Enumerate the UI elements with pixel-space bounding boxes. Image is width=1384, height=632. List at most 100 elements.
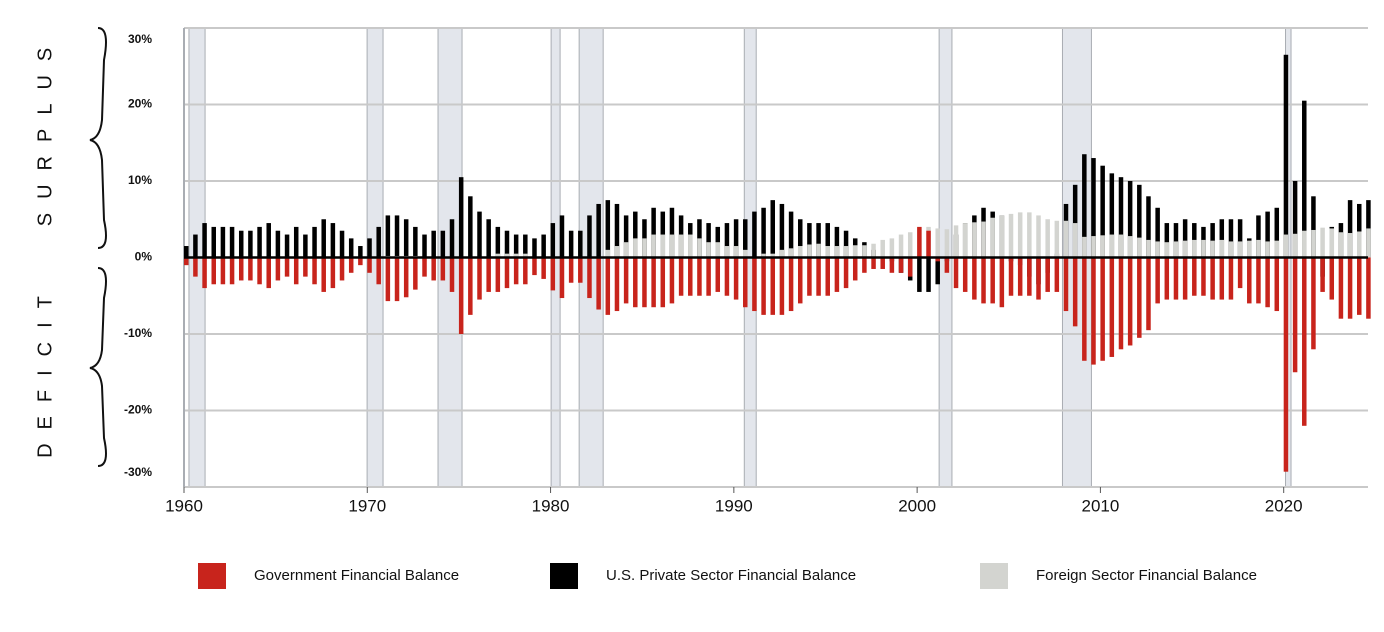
bar [761,257,766,315]
bar [1192,257,1197,296]
bar [413,226,418,258]
bar [468,257,473,315]
bar [348,238,354,258]
bar [1237,257,1243,289]
bar [1091,158,1096,258]
bar [293,257,299,285]
bar [834,246,840,258]
bar [303,234,308,258]
bar [394,215,400,258]
bar [889,238,895,258]
bar [633,238,638,258]
bar [1237,219,1243,258]
bar [706,242,711,258]
bar [284,257,290,277]
bar [917,226,922,258]
bar [587,215,592,258]
bar [1357,231,1362,258]
bar [1228,257,1234,300]
bar [1063,257,1069,312]
bar [1302,230,1307,258]
bar [541,234,546,258]
bar [220,257,226,285]
bar [1082,236,1087,258]
bar [1311,229,1316,258]
bar [376,257,381,285]
brace [89,27,107,249]
bar [513,234,519,258]
bar [788,211,794,258]
bar [385,257,391,302]
bar [981,221,986,258]
bar [825,246,830,258]
bar [1155,241,1160,258]
bar [1302,100,1307,258]
bar [596,203,601,258]
bar [1164,223,1170,258]
bar [880,239,885,258]
bar [1329,228,1335,258]
bar [1192,239,1197,258]
bar [184,257,189,266]
bar [275,257,281,281]
y-tick-label: 0% [135,250,153,264]
bar [907,257,913,277]
bar [797,246,803,258]
bar [477,257,482,300]
bar [523,253,528,258]
bar [944,257,950,273]
bar [926,257,931,292]
bar [550,223,556,258]
bar [550,257,556,291]
bar [999,215,1005,258]
bar [1118,257,1124,350]
bar [770,253,776,258]
bar [495,253,501,258]
bar [486,257,491,292]
bar [1347,200,1353,258]
bar [852,245,858,258]
bar [440,257,446,281]
bar [807,244,812,258]
legend-swatch [980,563,1008,589]
bar [605,257,611,315]
bar [1219,239,1225,258]
bar [688,234,693,258]
bar [367,238,372,258]
bar [935,228,940,258]
bar [816,243,821,258]
bar [1063,220,1069,258]
bar [999,257,1005,308]
bar [1247,257,1252,304]
bar [715,257,721,292]
y-tick-label: 20% [128,97,152,111]
bar [752,257,757,312]
bar [541,257,546,279]
bar [568,230,574,258]
bar [321,219,326,258]
bar [1137,237,1142,258]
bar [358,257,363,266]
bar [779,257,785,315]
bar [623,215,629,258]
bar [962,257,968,292]
x-tick-label: 1960 [165,496,203,515]
bar [898,234,904,258]
bar [770,200,776,258]
bar [403,219,409,258]
bar [257,257,262,285]
bar [724,257,730,296]
bar [303,257,308,277]
bar [1228,241,1234,258]
bar [1072,184,1078,258]
bar [944,229,950,258]
bar [330,223,336,258]
bar [1219,257,1225,300]
bar [724,223,730,258]
bar [1017,257,1023,296]
bar [1127,236,1133,258]
bar [962,223,968,258]
bar [715,242,721,258]
bar [1302,257,1307,426]
